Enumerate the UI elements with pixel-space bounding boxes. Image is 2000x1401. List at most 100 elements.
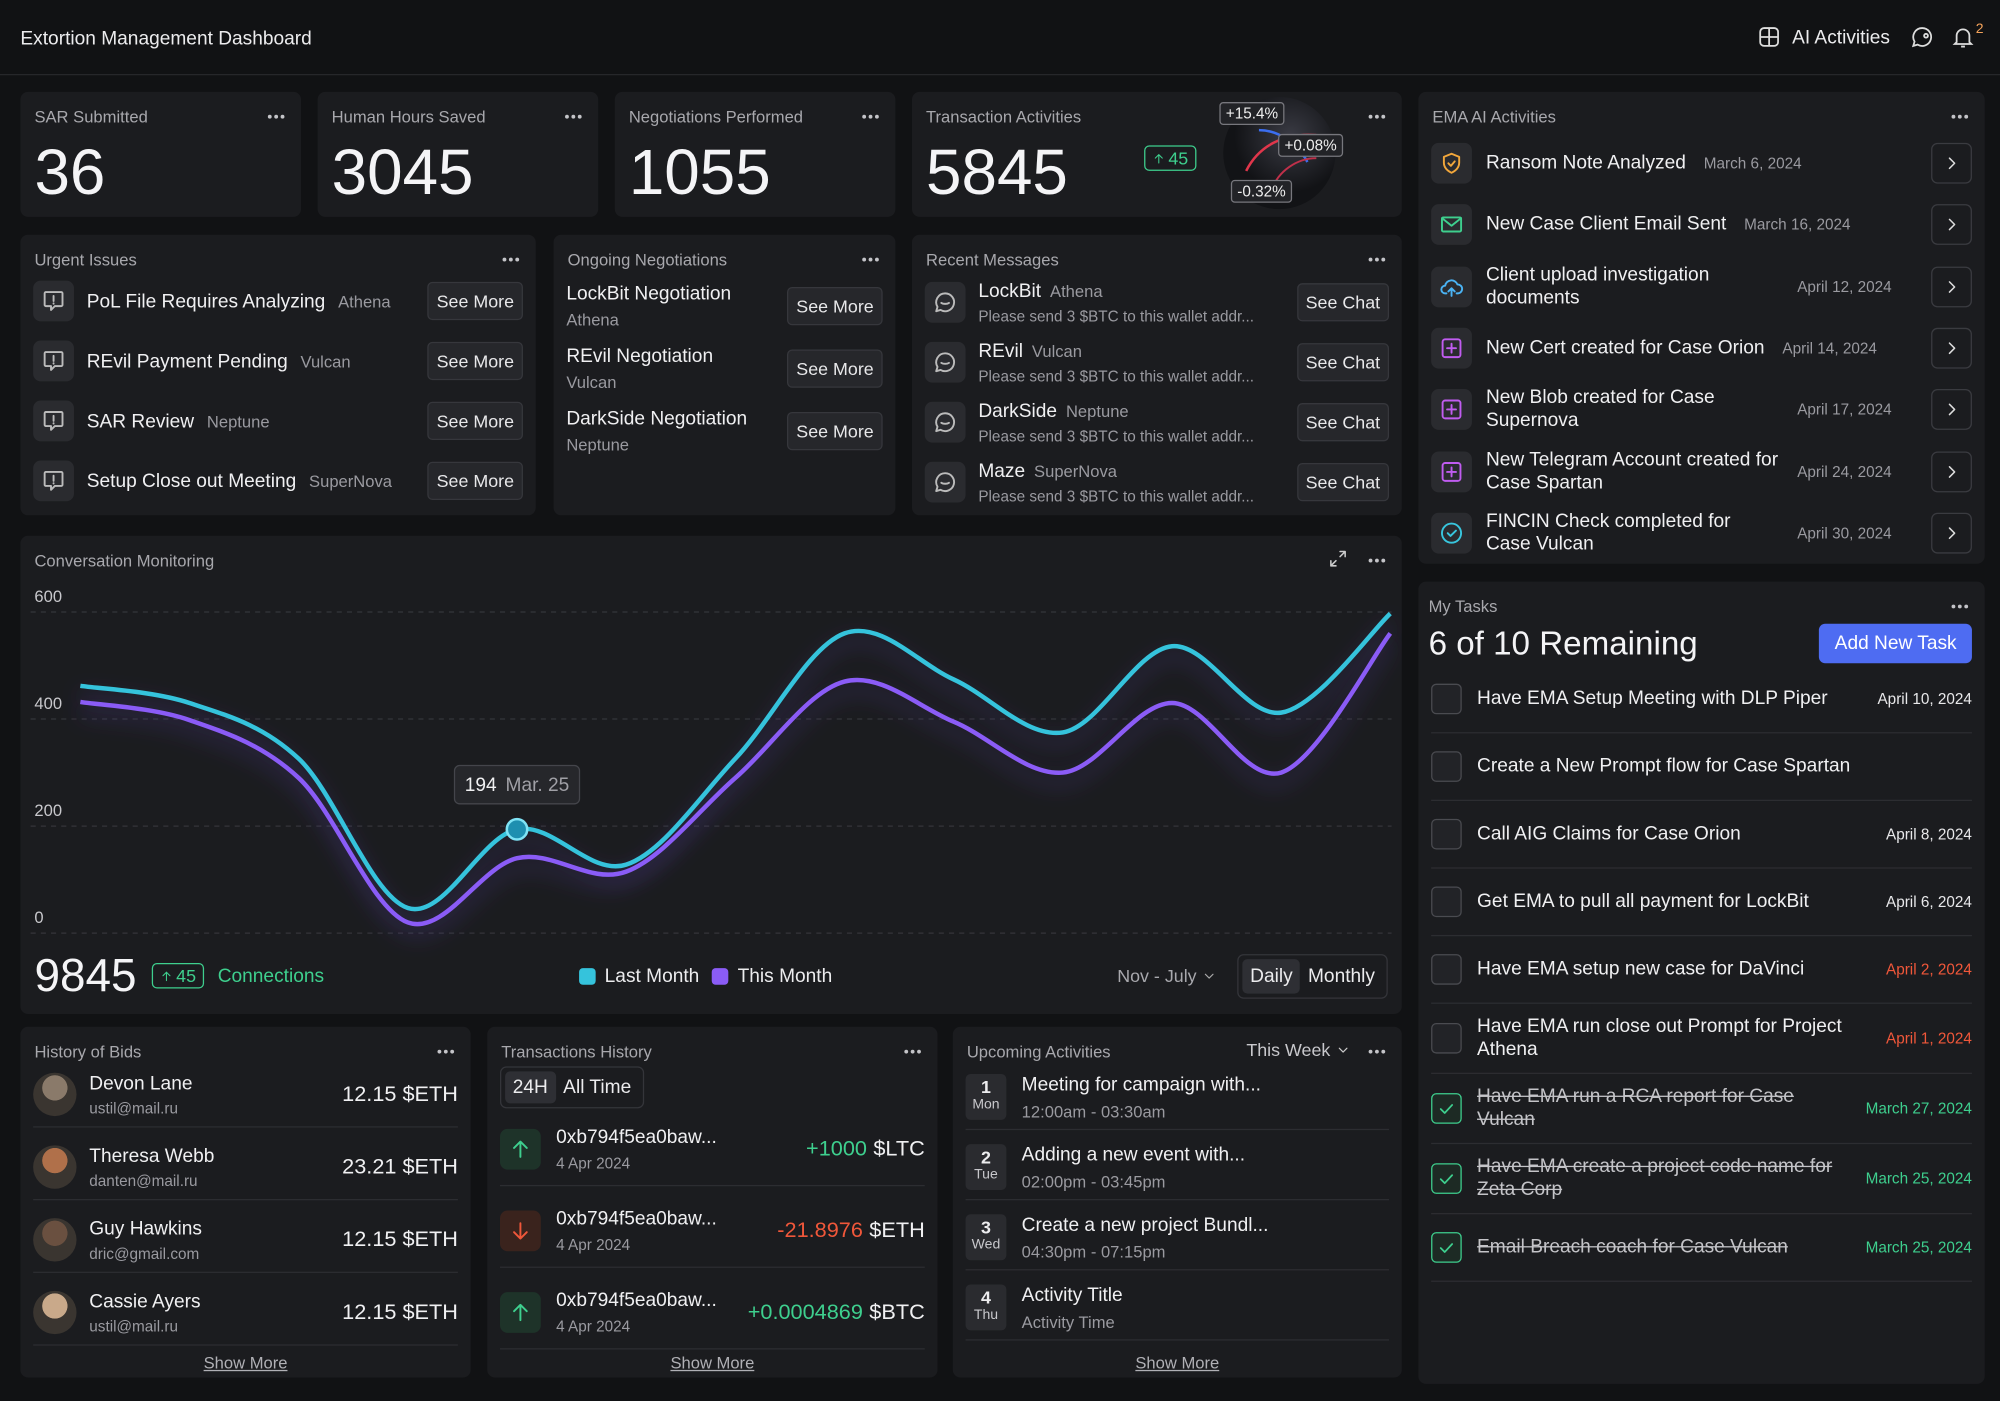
menu-button[interactable] — [861, 114, 880, 119]
menu-button[interactable] — [267, 114, 286, 119]
menu-button[interactable] — [1367, 256, 1386, 262]
card-title: Transactions History — [501, 1042, 652, 1062]
weekday: Thu — [973, 1307, 999, 1323]
activity-title: Client upload investigation documents — [1485, 263, 1710, 309]
issue-title: Setup Close out Meeting — [86, 470, 297, 492]
tooltip-value: 194 — [465, 775, 497, 796]
period-label: This Week — [1246, 1039, 1331, 1060]
task-date: April 6, 2024 — [1885, 892, 1972, 911]
show-more-link[interactable]: Show More — [670, 1353, 755, 1373]
view-option[interactable]: Monthly — [1307, 964, 1375, 987]
task-checkbox[interactable] — [1431, 751, 1462, 782]
menu-button[interactable] — [1367, 557, 1386, 563]
menu-button[interactable] — [1950, 603, 1969, 609]
view-toggle: Daily Monthly — [1237, 953, 1388, 999]
message-head: Maze SuperNova — [978, 460, 1254, 483]
show-more-link[interactable]: Show More — [203, 1353, 288, 1373]
activity-row: New Case Client Email Sent March 16, 2024 — [1431, 202, 1972, 248]
open-activity-button[interactable] — [1931, 204, 1972, 246]
stat-value: 3045 — [331, 136, 474, 208]
see-chat-button[interactable]: See Chat — [1296, 343, 1390, 382]
icon-part — [1441, 522, 1463, 544]
see-chat-button[interactable]: See Chat — [1296, 403, 1390, 442]
see-more-button[interactable]: See More — [787, 349, 883, 388]
bell-icon[interactable] — [1950, 24, 1976, 50]
icon-part — [162, 971, 171, 981]
see-more-button[interactable]: See More — [427, 281, 523, 321]
icon-part — [1154, 153, 1163, 163]
open-activity-button[interactable] — [1931, 327, 1972, 369]
message-sender: LockBit — [978, 279, 1042, 302]
menu-button[interactable] — [501, 256, 520, 262]
icon-part — [43, 470, 64, 491]
issue-client: SuperNova — [309, 471, 393, 491]
menu-button[interactable] — [564, 114, 583, 119]
open-activity-button[interactable] — [1931, 142, 1972, 184]
icon-part — [577, 114, 582, 119]
icon-part — [940, 481, 950, 485]
task-checkbox[interactable] — [1431, 1093, 1462, 1124]
chat-icon[interactable] — [1909, 24, 1935, 50]
activity-row: 1 Mon Meeting for campaign with... 12:00am … — [965, 1065, 1390, 1131]
activity-row: New Cert created for Case Orion April 14,… — [1431, 325, 1972, 371]
issue-client: Vulcan — [300, 351, 351, 371]
task-checkbox[interactable] — [1431, 886, 1462, 918]
bidder: Guy Hawkins dric@gmail.com — [89, 1217, 202, 1262]
transaction-id: 0xb794f5ea0baw... — [556, 1289, 717, 1312]
negotiation-title: DarkSide Negotiation — [566, 408, 748, 430]
amount-currency: $LTC — [873, 1136, 925, 1161]
task-checkbox[interactable] — [1431, 818, 1462, 850]
ai-activities-button[interactable]: AI Activities — [1758, 26, 1890, 49]
see-more-button[interactable]: See More — [427, 461, 523, 500]
expand-button[interactable] — [1328, 548, 1348, 568]
show-more-link[interactable]: Show More — [1135, 1353, 1220, 1373]
change-value: 45 — [1168, 147, 1189, 169]
filter-option[interactable]: 24H — [505, 1071, 556, 1104]
icon-part — [1948, 403, 1956, 416]
view-option[interactable]: Daily — [1242, 958, 1301, 993]
see-chat-button[interactable]: See Chat — [1296, 463, 1390, 502]
see-chat-button[interactable]: See Chat — [1296, 283, 1390, 322]
activity-row: New Telegram Account created for Case Sp… — [1431, 448, 1972, 494]
icon-part — [43, 351, 64, 371]
open-activity-button[interactable] — [1931, 450, 1972, 492]
task-checkbox[interactable] — [1431, 1022, 1462, 1054]
see-more-button[interactable]: See More — [787, 411, 883, 451]
task-checkbox[interactable] — [1431, 1232, 1462, 1263]
open-activity-button[interactable] — [1931, 512, 1972, 554]
menu-button[interactable] — [436, 1048, 455, 1054]
range-select[interactable]: Nov - July — [1117, 966, 1217, 986]
filter-option[interactable]: All Time — [563, 1076, 632, 1099]
message-icon — [924, 281, 966, 323]
see-more-button[interactable]: See More — [427, 401, 523, 441]
transaction-row: 0xb794f5ea0baw... 4 Apr 2024 +1000 $LTC — [499, 1114, 925, 1187]
see-more-button[interactable]: See More — [427, 341, 523, 381]
negotiation-client: Vulcan — [566, 372, 617, 392]
icon-part — [1374, 1049, 1379, 1054]
see-more-button[interactable]: See More — [787, 286, 883, 326]
menu-button[interactable] — [1950, 114, 1969, 119]
icon-part — [280, 114, 285, 119]
task-checkbox[interactable] — [1431, 1163, 1462, 1194]
open-activity-button[interactable] — [1931, 266, 1972, 307]
icon-part — [935, 352, 956, 373]
icon-part — [513, 1303, 528, 1322]
menu-button[interactable] — [861, 256, 880, 262]
icon-part — [1446, 529, 1457, 537]
menu-button[interactable] — [1367, 1048, 1386, 1054]
menu-button[interactable] — [1367, 114, 1386, 119]
open-activity-button[interactable] — [1931, 389, 1972, 431]
message-text: DarkSide Neptune Please send 3 $BTC to thi… — [978, 400, 1254, 445]
icon-part — [443, 1049, 448, 1054]
add-task-button[interactable]: Add New Task — [1819, 623, 1972, 664]
bidder-name: Devon Lane — [89, 1072, 193, 1094]
period-select[interactable]: This Week — [1246, 1040, 1350, 1060]
bid-row: Devon Lane ustil@mail.ru 12.15 $ETH — [33, 1062, 458, 1128]
task-date: March 25, 2024 — [1865, 1238, 1972, 1257]
tasks-summary: 6 of 10 Remaining — [1428, 623, 1698, 662]
task-checkbox[interactable] — [1431, 954, 1462, 985]
task-checkbox[interactable] — [1431, 683, 1462, 715]
icon-part — [917, 1049, 921, 1054]
issue-icon — [33, 340, 74, 382]
menu-button[interactable] — [903, 1048, 922, 1054]
